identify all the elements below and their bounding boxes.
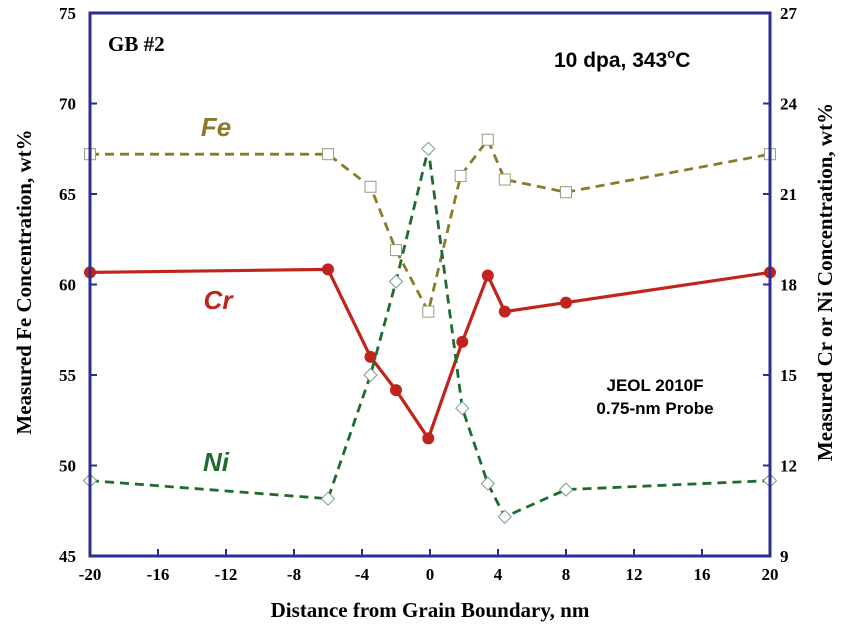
series-cr-point xyxy=(422,432,435,445)
x-tick-label: -16 xyxy=(147,565,170,584)
series-ni-point xyxy=(320,491,336,506)
series-fe-point xyxy=(498,173,511,186)
axis-ticks: -20 -16 -12 -8 -4 0 4 8 12 16 20 45 50 55 60 65 70 75 9 12 1… xyxy=(59,4,798,584)
series-cr xyxy=(84,263,776,445)
x-tick-label: -8 xyxy=(287,565,301,584)
condition-degree: o xyxy=(667,46,675,61)
series-fe-line xyxy=(90,136,771,316)
left-y-tick-label: 75 xyxy=(59,4,76,23)
series-ni-point xyxy=(480,476,496,491)
series-fe-point xyxy=(390,244,402,257)
condition-text: 10 dpa, 343 xyxy=(554,49,667,72)
x-axis-title: Distance from Grain Boundary, nm xyxy=(271,598,590,622)
series-cr-point xyxy=(364,350,377,363)
series-ni-label: Ni xyxy=(203,447,230,477)
left-y-tick-label: 65 xyxy=(59,185,76,204)
left-y-tick-label: 50 xyxy=(59,457,76,476)
series-fe-point xyxy=(364,180,377,193)
series-ni-point xyxy=(558,482,574,497)
series-fe-point xyxy=(454,169,467,182)
left-y-tick-label: 55 xyxy=(59,366,76,385)
series-cr-point xyxy=(498,305,511,318)
x-tick-label: 20 xyxy=(762,565,779,584)
x-tick-label: 16 xyxy=(694,565,711,584)
condition-label: 10 dpa, 343oC xyxy=(554,46,690,72)
right-y-tick-label: 27 xyxy=(780,4,798,23)
series-cr-label: Cr xyxy=(204,285,235,315)
series-cr-point xyxy=(560,296,572,309)
series-ni-line xyxy=(89,148,771,519)
left-y-axis-title: Measured Fe Concentration, wt% xyxy=(12,129,36,434)
series-fe-point xyxy=(422,305,435,318)
series-ni-point xyxy=(421,141,436,157)
series-ni-point xyxy=(497,509,513,525)
instrument-label: JEOL 2010F xyxy=(606,376,703,395)
series-fe-point xyxy=(481,133,494,146)
right-y-tick-label: 18 xyxy=(780,276,797,295)
series-fe-point xyxy=(560,186,572,199)
x-tick-label: -4 xyxy=(355,565,370,584)
left-y-tick-label: 45 xyxy=(59,547,76,566)
x-tick-label: 8 xyxy=(562,565,571,584)
series-fe-point xyxy=(322,148,334,161)
x-tick-label: 4 xyxy=(494,565,503,584)
probe-label: 0.75-nm Probe xyxy=(596,399,713,418)
series-cr-line xyxy=(89,267,771,442)
x-tick-label: 12 xyxy=(626,565,643,584)
series-fe-label: Fe xyxy=(201,112,231,142)
x-tick-label: -12 xyxy=(215,565,238,584)
right-y-tick-label: 24 xyxy=(780,95,798,114)
plot-frame xyxy=(88,11,772,558)
series-cr-point xyxy=(481,269,494,282)
right-y-axis-title: Measured Cr or Ni Concentration, wt% xyxy=(813,103,837,461)
series-cr-point xyxy=(390,384,402,397)
series-ni xyxy=(82,141,778,525)
right-y-tick-label: 9 xyxy=(780,547,789,566)
x-tick-label: 0 xyxy=(426,565,435,584)
right-y-tick-label: 15 xyxy=(780,366,797,385)
right-y-tick-label: 12 xyxy=(780,457,797,476)
series-layer xyxy=(82,133,778,525)
condition-unit: C xyxy=(675,49,690,72)
left-y-tick-label: 60 xyxy=(59,276,76,295)
right-y-tick-label: 21 xyxy=(780,185,797,204)
series-cr-point xyxy=(322,263,334,276)
series-cr-point xyxy=(456,335,469,348)
x-tick-label: -20 xyxy=(79,565,102,584)
left-y-tick-label: 70 xyxy=(59,95,76,114)
series-labels: Fe Cr Ni xyxy=(201,112,234,477)
series-ni-point xyxy=(363,367,378,383)
series-ni-point xyxy=(388,274,404,289)
gb-label: GB #2 xyxy=(108,32,165,56)
series-ni-point xyxy=(455,400,470,416)
